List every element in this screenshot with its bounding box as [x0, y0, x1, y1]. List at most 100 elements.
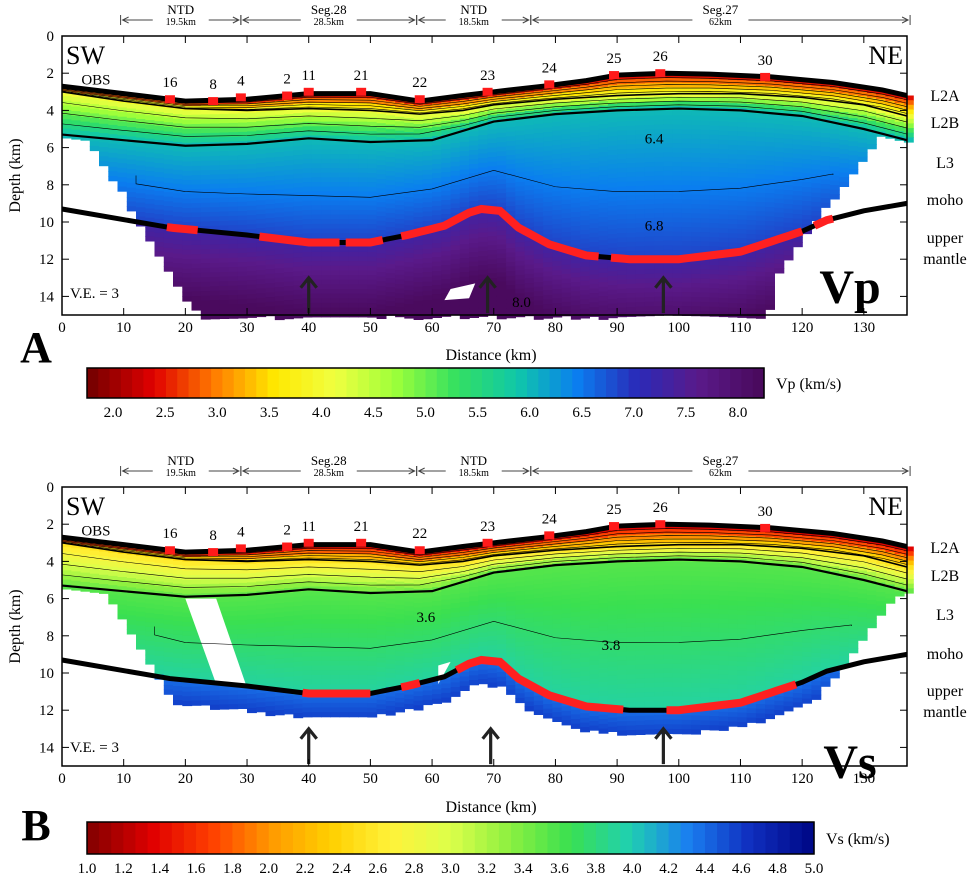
velocity-cell	[182, 580, 193, 586]
velocity-cell	[284, 104, 294, 110]
velocity-cell	[413, 286, 424, 293]
velocity-cell	[302, 609, 313, 616]
velocity-cell	[737, 233, 748, 239]
velocity-cell	[580, 150, 590, 156]
velocity-cell	[654, 194, 664, 200]
velocity-cell	[348, 572, 359, 578]
velocity-cell	[348, 158, 359, 164]
velocity-cell	[376, 248, 387, 254]
velocity-cell	[145, 654, 156, 660]
velocity-cell	[154, 604, 165, 610]
velocity-cell	[672, 180, 683, 186]
velocity-cell	[348, 270, 359, 276]
velocity-cell	[182, 194, 193, 200]
velocity-cell	[126, 127, 137, 133]
velocity-cell	[755, 248, 766, 254]
velocity-cell	[598, 96, 609, 102]
velocity-cell	[182, 161, 193, 167]
velocity-cell	[691, 283, 701, 289]
velocity-cell	[358, 544, 368, 550]
velocity-cell	[210, 695, 220, 701]
x-axis-label: Distance (km)	[445, 347, 536, 364]
velocity-cell	[210, 579, 220, 585]
velocity-cell	[136, 621, 146, 627]
velocity-cell	[580, 183, 590, 189]
velocity-cell	[376, 104, 387, 110]
velocity-cell	[256, 195, 267, 201]
velocity-cell	[654, 310, 664, 316]
velocity-cell	[228, 183, 239, 189]
velocity-cell	[894, 103, 905, 109]
velocity-cell	[284, 704, 294, 710]
velocity-cell	[200, 281, 211, 287]
velocity-cell	[173, 607, 183, 613]
velocity-cell	[321, 154, 331, 160]
velocity-cell	[709, 158, 720, 164]
velocity-cell	[348, 633, 359, 639]
velocity-cell	[866, 88, 877, 94]
velocity-cell	[691, 245, 701, 252]
velocity-cell	[219, 197, 230, 203]
velocity-cell	[256, 623, 267, 629]
velocity-cell	[432, 145, 442, 151]
velocity-cell	[284, 262, 294, 269]
velocity-cell	[154, 572, 165, 578]
velocity-cell	[709, 130, 720, 136]
velocity-cell	[774, 175, 785, 181]
velocity-cell	[321, 605, 331, 611]
velocity-cell	[237, 620, 248, 626]
velocity-cell	[496, 230, 507, 236]
velocity-cell	[385, 175, 396, 181]
velocity-cell	[367, 298, 378, 304]
velocity-cell	[108, 101, 119, 107]
velocity-cell	[321, 214, 331, 220]
velocity-cell	[876, 99, 887, 105]
velocity-cell	[126, 582, 137, 588]
velocity-cell	[265, 152, 276, 159]
velocity-cell	[496, 128, 507, 134]
velocity-cell	[293, 606, 304, 612]
velocity-cell	[256, 688, 267, 694]
velocity-cell	[589, 218, 600, 224]
velocity-cell	[339, 191, 350, 197]
velocity-cell	[635, 306, 646, 312]
velocity-cell	[802, 177, 812, 183]
y-axis-label: Depth (km)	[7, 138, 24, 212]
velocity-cell	[450, 119, 461, 125]
velocity-cell	[89, 569, 100, 575]
velocity-cell	[459, 146, 470, 152]
velocity-cell	[321, 205, 331, 211]
velocity-cell	[450, 96, 461, 102]
velocity-cell	[487, 296, 498, 302]
velocity-cell	[367, 544, 378, 551]
velocity-cell	[450, 208, 461, 214]
velocity-cell	[441, 200, 452, 206]
velocity-cell	[293, 113, 304, 119]
velocity-cell	[182, 240, 193, 246]
velocity-cell	[126, 187, 137, 193]
velocity-cell	[256, 702, 267, 708]
velocity-cell	[99, 119, 109, 125]
velocity-cell	[737, 256, 748, 263]
velocity-cell	[348, 144, 359, 150]
velocity-cell	[580, 192, 590, 198]
velocity-cell	[348, 275, 359, 281]
velocity-cell	[450, 268, 461, 274]
velocity-cell	[792, 218, 803, 224]
velocity-cell	[561, 213, 572, 219]
velocity-cell	[700, 125, 711, 131]
velocity-cell	[422, 272, 433, 278]
velocity-cell	[413, 235, 424, 241]
velocity-cell	[561, 148, 572, 154]
velocity-cell	[210, 160, 220, 166]
velocity-cell	[265, 655, 276, 661]
velocity-cell	[469, 280, 479, 286]
velocity-cell	[432, 289, 442, 295]
velocity-cell	[228, 262, 239, 268]
velocity-cell	[626, 116, 637, 122]
velocity-cell	[330, 554, 341, 560]
velocity-cell	[136, 588, 146, 594]
velocity-cell	[626, 102, 637, 108]
velocity-cell	[274, 598, 285, 604]
velocity-cell	[792, 237, 803, 243]
